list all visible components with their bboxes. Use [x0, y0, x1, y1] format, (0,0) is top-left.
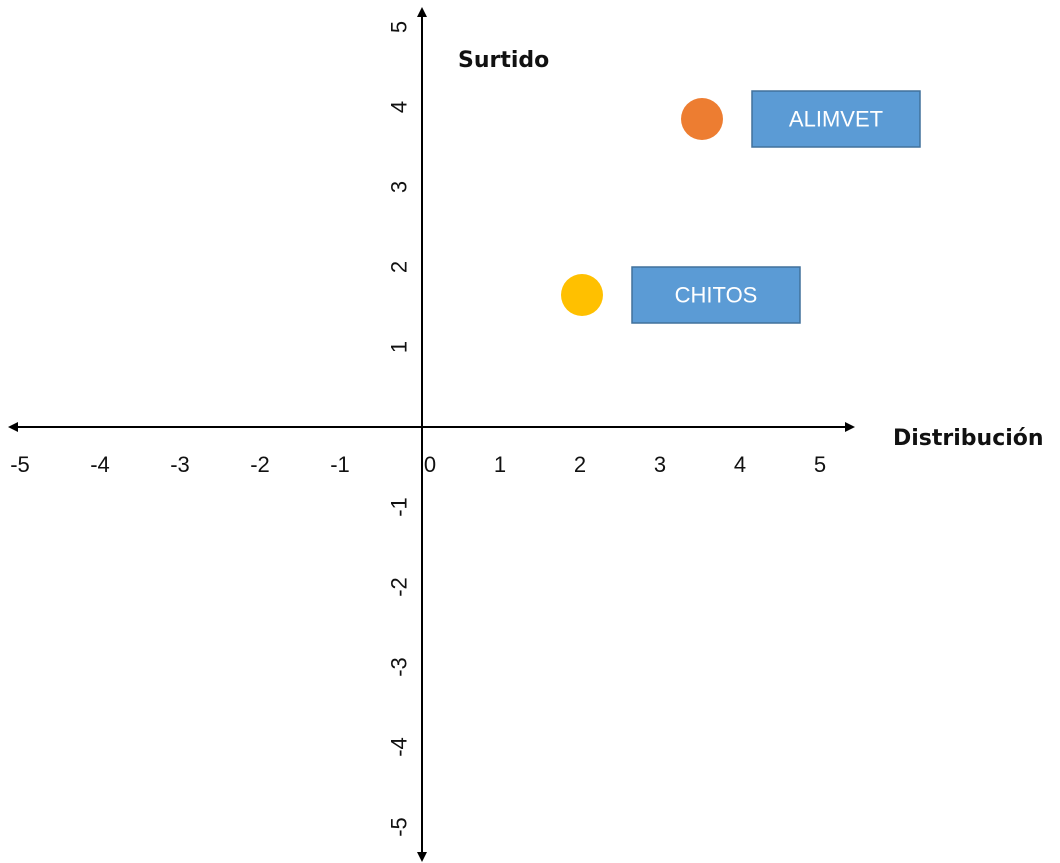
y-tick-label: -5 [387, 817, 412, 837]
y-tick-label: -2 [387, 577, 412, 597]
point-label-box-chitos [631, 266, 801, 324]
data-point-alimvet [681, 98, 723, 140]
x-tick-label: -1 [330, 452, 350, 477]
y-tick-label: -3 [387, 657, 412, 677]
x-tick-label: -4 [90, 452, 110, 477]
y-tick-label: -1 [387, 497, 412, 517]
data-points: ALIMVET CHITOS [561, 90, 921, 324]
x-tick-label: 4 [734, 452, 746, 477]
y-tick-label: 5 [387, 21, 412, 33]
y-tick-labels: -5 -4 -3 -2 -1 1 2 3 4 5 [387, 21, 412, 837]
y-tick-label: -4 [387, 737, 412, 757]
y-tick-label: 2 [387, 261, 412, 273]
point-label-chitos: CHITOS [675, 283, 758, 308]
y-axis-title: Surtido [458, 48, 549, 73]
x-tick-label: 1 [494, 452, 506, 477]
point-label-box-alimvet [751, 90, 921, 148]
x-tick-labels: -5 -4 -3 -2 -1 0 1 2 3 4 5 [10, 452, 826, 477]
x-tick-label: 0 [424, 452, 436, 477]
point-label-alimvet: ALIMVET [789, 107, 883, 132]
x-tick-label: 3 [654, 452, 666, 477]
y-tick-label: 3 [387, 181, 412, 193]
y-tick-label: 4 [387, 101, 412, 113]
data-point-chitos [561, 274, 603, 316]
x-tick-label: -2 [250, 452, 270, 477]
x-tick-label: 2 [574, 452, 586, 477]
x-tick-label: -5 [10, 452, 30, 477]
x-axis-title: Distribución [893, 426, 1044, 451]
x-tick-label: 5 [814, 452, 826, 477]
x-tick-label: -3 [170, 452, 190, 477]
y-tick-label: 1 [387, 341, 412, 353]
